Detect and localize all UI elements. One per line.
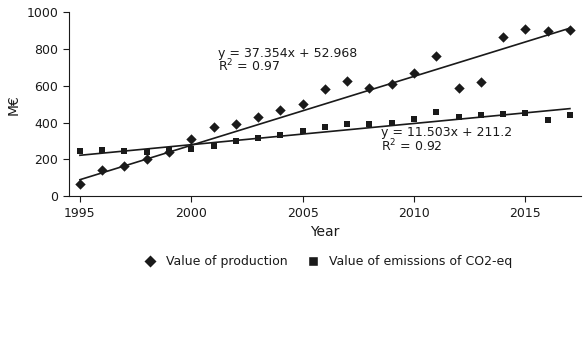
- Point: [186, 136, 196, 142]
- Legend: Value of production, Value of emissions of CO2-eq: Value of production, Value of emissions …: [132, 250, 517, 273]
- Point: [276, 107, 285, 112]
- Point: [320, 87, 330, 92]
- Point: [231, 122, 240, 127]
- Point: [120, 163, 129, 169]
- Point: [98, 167, 107, 172]
- Point: [142, 156, 152, 161]
- Point: [499, 34, 508, 40]
- Point: [75, 148, 85, 154]
- Point: [409, 70, 419, 75]
- Text: R$^2$ = 0.97: R$^2$ = 0.97: [218, 58, 280, 75]
- Point: [231, 138, 240, 144]
- Point: [565, 112, 574, 118]
- Point: [409, 116, 419, 122]
- Point: [120, 148, 129, 154]
- Point: [75, 182, 85, 187]
- Point: [98, 147, 107, 153]
- Point: [520, 26, 530, 31]
- Point: [342, 78, 352, 84]
- Point: [276, 133, 285, 138]
- Point: [520, 110, 530, 116]
- Point: [365, 121, 374, 126]
- Point: [298, 101, 308, 107]
- X-axis label: Year: Year: [310, 225, 340, 239]
- Point: [543, 117, 552, 123]
- Point: [164, 149, 173, 155]
- Point: [253, 114, 263, 120]
- Point: [476, 112, 486, 118]
- Text: y = 11.503x + 211.2: y = 11.503x + 211.2: [380, 126, 512, 139]
- Point: [209, 143, 218, 148]
- Text: R$^2$ = 0.92: R$^2$ = 0.92: [380, 137, 442, 154]
- Point: [298, 128, 308, 134]
- Point: [432, 109, 441, 114]
- Point: [209, 124, 218, 130]
- Point: [387, 81, 396, 87]
- Point: [432, 53, 441, 59]
- Point: [365, 85, 374, 90]
- Point: [186, 146, 196, 152]
- Point: [342, 122, 352, 127]
- Y-axis label: M€: M€: [7, 94, 21, 115]
- Point: [142, 149, 152, 155]
- Point: [320, 124, 330, 130]
- Point: [565, 27, 574, 33]
- Point: [543, 28, 552, 34]
- Point: [476, 79, 486, 85]
- Point: [387, 120, 396, 125]
- Point: [454, 85, 463, 90]
- Point: [499, 111, 508, 117]
- Text: y = 37.354x + 52.968: y = 37.354x + 52.968: [218, 47, 358, 60]
- Point: [253, 135, 263, 141]
- Point: [164, 147, 173, 153]
- Point: [454, 114, 463, 120]
